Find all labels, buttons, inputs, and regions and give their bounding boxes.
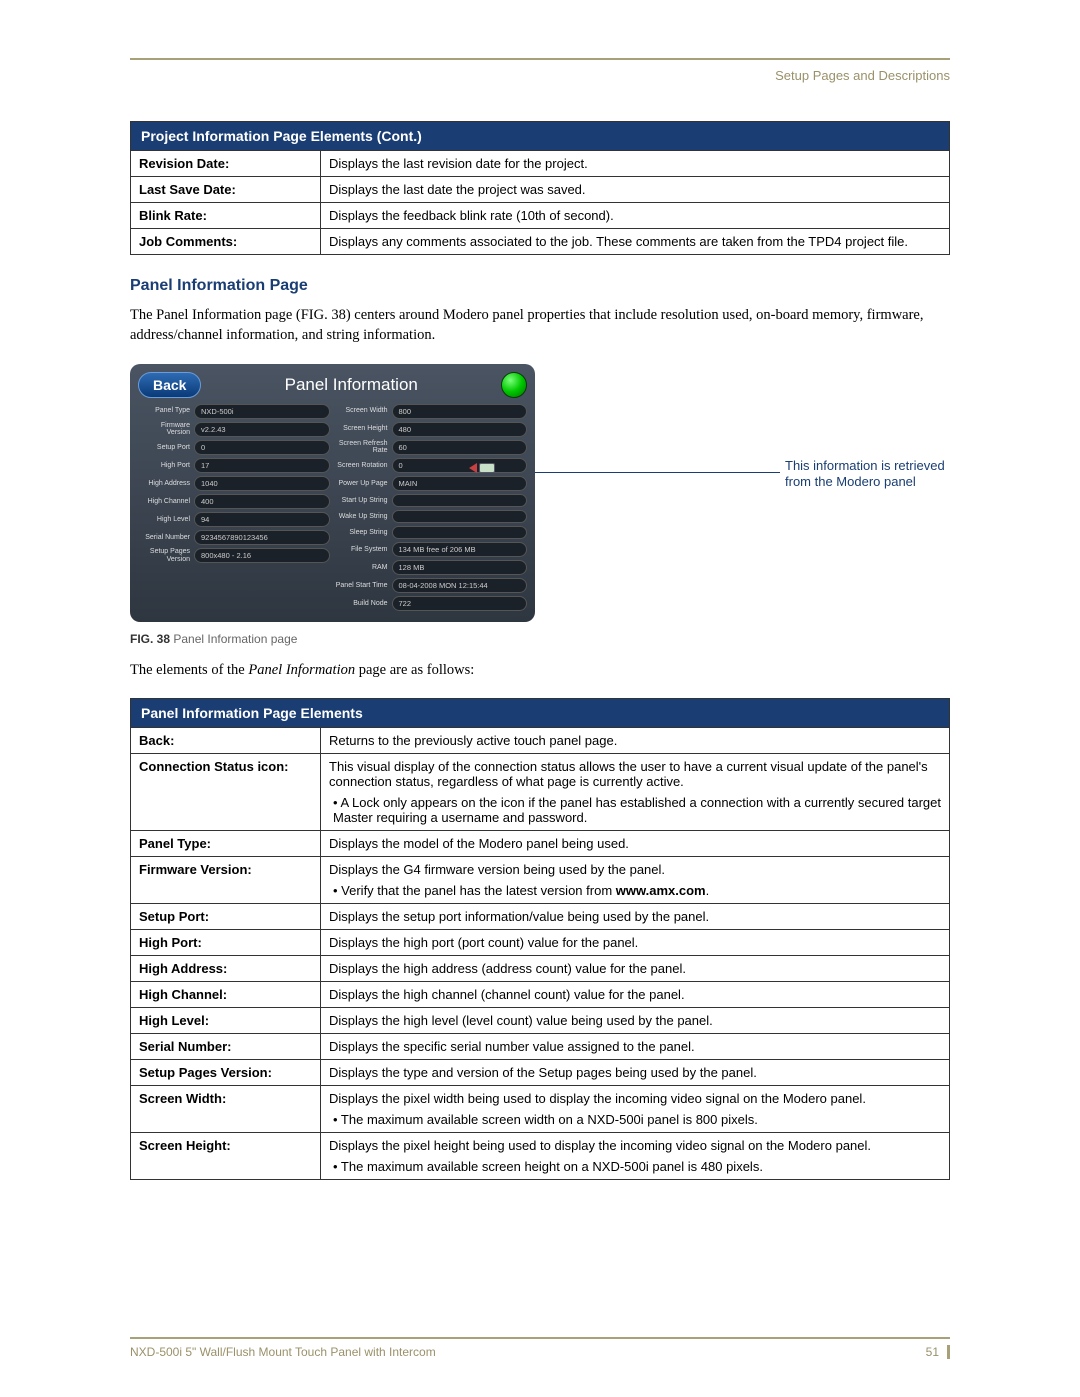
table-row-label: Last Save Date: xyxy=(131,177,321,203)
intro-text: The Panel Information page (FIG. 38) cen… xyxy=(130,305,950,346)
table-row-desc: Displays the high level (level count) va… xyxy=(321,1008,950,1034)
panel-info-elements-table: Panel Information Page Elements Back:Ret… xyxy=(130,698,950,1180)
table-row-desc: Displays the pixel width being used to d… xyxy=(321,1086,950,1133)
panel-field-value: 134 MB free of 206 MB xyxy=(392,542,528,557)
table-row-label: Screen Height: xyxy=(131,1133,321,1180)
table-row-label: High Level: xyxy=(131,1008,321,1034)
table-row-desc: Displays the G4 firmware version being u… xyxy=(321,857,950,904)
table-row-desc: Displays the setup port information/valu… xyxy=(321,904,950,930)
panel-field-label: Screen Refresh Rate xyxy=(336,440,392,455)
table-row-label: High Address: xyxy=(131,956,321,982)
panel-field-value: 128 MB xyxy=(392,560,528,575)
table-row-desc: Displays the high channel (channel count… xyxy=(321,982,950,1008)
panel-field-label: High Port xyxy=(138,462,194,470)
page-number: 51 xyxy=(926,1345,950,1359)
project-info-table: Project Information Page Elements (Cont.… xyxy=(130,121,950,255)
panel-field-value: 94 xyxy=(194,512,330,527)
panel-field-label: Panel Type xyxy=(138,407,194,415)
panel-field-label: Start Up String xyxy=(336,497,392,505)
table-row-label: High Channel: xyxy=(131,982,321,1008)
panel-field-value: 800 xyxy=(392,404,528,419)
table-row-desc: Displays the last date the project was s… xyxy=(321,177,950,203)
panel-field-label: Build Node xyxy=(336,600,392,608)
panel-field-label: Firmware Version xyxy=(138,422,194,437)
elements-intro: The elements of the Panel Information pa… xyxy=(130,660,950,680)
panel-field-label: Setup Pages Version xyxy=(138,548,194,563)
panel-field-label: Wake Up String xyxy=(336,513,392,521)
table-row-label: Connection Status icon: xyxy=(131,754,321,831)
table-row-desc: Returns to the previously active touch p… xyxy=(321,728,950,754)
panel-field-label: High Level xyxy=(138,516,194,524)
annotation-arrow-icon xyxy=(469,463,477,473)
panel-field-value: 722 xyxy=(392,596,528,611)
panel-field-value xyxy=(392,526,528,539)
panel-field-value: MAIN xyxy=(392,476,528,491)
panel-field-value: 08-04-2008 MON 12:15:44 xyxy=(392,578,528,593)
table-row-label: Blink Rate: xyxy=(131,203,321,229)
panel-field-value: 17 xyxy=(194,458,330,473)
table-row-desc: Displays the specific serial number valu… xyxy=(321,1034,950,1060)
panel-field-value: 1040 xyxy=(194,476,330,491)
panel-field-value xyxy=(392,510,528,523)
panel-field-label: File System xyxy=(336,546,392,554)
connection-status-icon xyxy=(501,372,527,398)
panel-field-value: 400 xyxy=(194,494,330,509)
panel-field-label: Setup Port xyxy=(138,444,194,452)
table1-title: Project Information Page Elements (Cont.… xyxy=(131,122,950,151)
panel-field-label: Screen Width xyxy=(336,407,392,415)
panel-figure: Back Panel Information Panel TypeNXD-500… xyxy=(130,364,950,622)
table-row-desc: Displays the feedback blink rate (10th o… xyxy=(321,203,950,229)
panel-field-label: High Channel xyxy=(138,498,194,506)
panel-field-value: 480 xyxy=(392,422,528,437)
panel-field-value: 60 xyxy=(392,440,528,455)
table-row-desc: Displays the pixel height being used to … xyxy=(321,1133,950,1180)
table-row-desc: Displays any comments associated to the … xyxy=(321,229,950,255)
page-header: Setup Pages and Descriptions xyxy=(130,68,950,83)
section-heading: Panel Information Page xyxy=(130,277,950,295)
table2-title: Panel Information Page Elements xyxy=(131,699,950,728)
figure-caption: FIG. 38 Panel Information page xyxy=(130,632,950,646)
table-row-desc: Displays the type and version of the Set… xyxy=(321,1060,950,1086)
table-row-desc: This visual display of the connection st… xyxy=(321,754,950,831)
table-row-desc: Displays the model of the Modero panel b… xyxy=(321,831,950,857)
footer-left: NXD-500i 5" Wall/Flush Mount Touch Panel… xyxy=(130,1345,436,1359)
callout-text: This information is retrieved from the M… xyxy=(785,458,965,492)
table-row-label: Screen Width: xyxy=(131,1086,321,1133)
table-row-label: Back: xyxy=(131,728,321,754)
back-button[interactable]: Back xyxy=(138,372,201,398)
panel-field-label: Serial Number xyxy=(138,534,194,542)
table-row-desc: Displays the last revision date for the … xyxy=(321,151,950,177)
panel-field-label: Power Up Page xyxy=(336,480,392,488)
panel-field-label: Screen Rotation xyxy=(336,462,392,470)
panel-field-label: RAM xyxy=(336,564,392,572)
table-row-label: Firmware Version: xyxy=(131,857,321,904)
table-row-label: Setup Pages Version: xyxy=(131,1060,321,1086)
panel-field-label: Panel Start Time xyxy=(336,582,392,590)
panel-field-value: 800x480 - 2.16 xyxy=(194,548,330,563)
table-row-label: Job Comments: xyxy=(131,229,321,255)
panel-field-value xyxy=(392,494,528,507)
panel-title: Panel Information xyxy=(201,375,501,395)
table-row-label: Revision Date: xyxy=(131,151,321,177)
table-row-label: Setup Port: xyxy=(131,904,321,930)
panel-field-value: NXD-500i xyxy=(194,404,330,419)
panel-field-label: High Address xyxy=(138,480,194,488)
table-row-desc: Displays the high address (address count… xyxy=(321,956,950,982)
panel-ui-screenshot: Back Panel Information Panel TypeNXD-500… xyxy=(130,364,535,622)
annotation-box-icon xyxy=(479,463,495,473)
panel-field-value: 0 xyxy=(194,440,330,455)
table-row-label: High Port: xyxy=(131,930,321,956)
panel-field-value: 9234567890123456 xyxy=(194,530,330,545)
table-row-label: Serial Number: xyxy=(131,1034,321,1060)
panel-field-label: Sleep String xyxy=(336,529,392,537)
table-row-label: Panel Type: xyxy=(131,831,321,857)
panel-field-value: 0 xyxy=(392,458,528,473)
table-row-desc: Displays the high port (port count) valu… xyxy=(321,930,950,956)
panel-field-value: v2.2.43 xyxy=(194,422,330,437)
panel-field-label: Screen Height xyxy=(336,425,392,433)
